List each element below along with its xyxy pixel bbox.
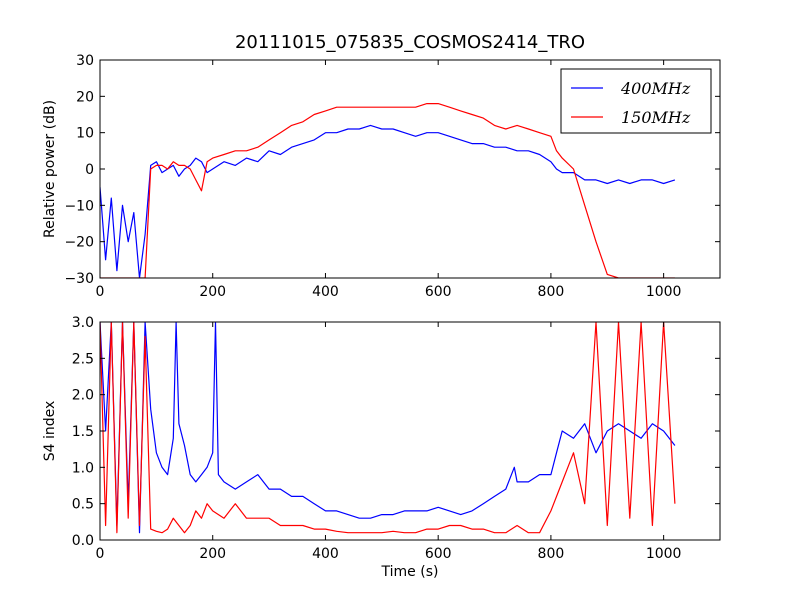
x-tick-label: 200 xyxy=(199,546,226,562)
s4-panel: 0 200 400 600 800 1000 0.0 0.5 1.0 1.5 2.0 2.5 3.0 S4… xyxy=(42,315,721,580)
y-axis-label: Relative power (dB) xyxy=(42,100,58,238)
y-axis-label: S4 index xyxy=(42,401,58,462)
y-tick-label: 1.0 xyxy=(72,460,94,476)
series-line-150mhz xyxy=(100,102,675,278)
chart-title: 20111015_075835_COSMOS2414_TRO xyxy=(235,32,585,53)
y-tick-label: 2.5 xyxy=(72,351,94,367)
x-tick-label: 800 xyxy=(538,546,565,562)
y-tick-label: 30 xyxy=(76,53,94,69)
y-tick-label: −20 xyxy=(64,235,94,251)
series-line-150mhz xyxy=(100,322,676,534)
x-tick-label: 400 xyxy=(312,284,339,300)
y-tick-label: 2.0 xyxy=(72,388,94,404)
y-tick-label: 0.5 xyxy=(72,497,94,513)
y-tick-label: 1.5 xyxy=(72,424,94,440)
series-line-400mhz xyxy=(100,322,676,534)
legend-label: 150MHz xyxy=(621,108,691,127)
x-tick-label: 1000 xyxy=(646,284,682,300)
x-tick-label: 800 xyxy=(538,284,565,300)
series-group xyxy=(100,322,676,534)
series-group xyxy=(100,102,676,278)
x-axis-label: Time (s) xyxy=(381,564,439,580)
legend: 400MHz 150MHz xyxy=(560,68,712,134)
x-tick-label: 400 xyxy=(312,546,339,562)
x-tick-label: 600 xyxy=(425,284,452,300)
x-tick-label: 0 xyxy=(96,546,105,562)
x-tick-label: 200 xyxy=(199,284,226,300)
x-tick-label: 1000 xyxy=(646,546,682,562)
y-tick-label: 20 xyxy=(76,89,94,105)
y-tick-label: 0.0 xyxy=(72,533,94,549)
y-tick-label: −30 xyxy=(64,271,94,287)
y-tick-label: 10 xyxy=(76,126,94,142)
y-tick-label: 3.0 xyxy=(72,315,94,331)
power-panel: 0 200 400 600 800 1000 −30 −20 −10 0 10 20 30 Relativ… xyxy=(42,53,721,300)
y-tick-label: −10 xyxy=(64,198,94,214)
legend-box xyxy=(560,68,712,134)
x-tick-label: 600 xyxy=(425,546,452,562)
y-tick-label: 0 xyxy=(85,162,94,178)
legend-label: 400MHz xyxy=(620,79,691,98)
x-tick-label: 0 xyxy=(96,284,105,300)
